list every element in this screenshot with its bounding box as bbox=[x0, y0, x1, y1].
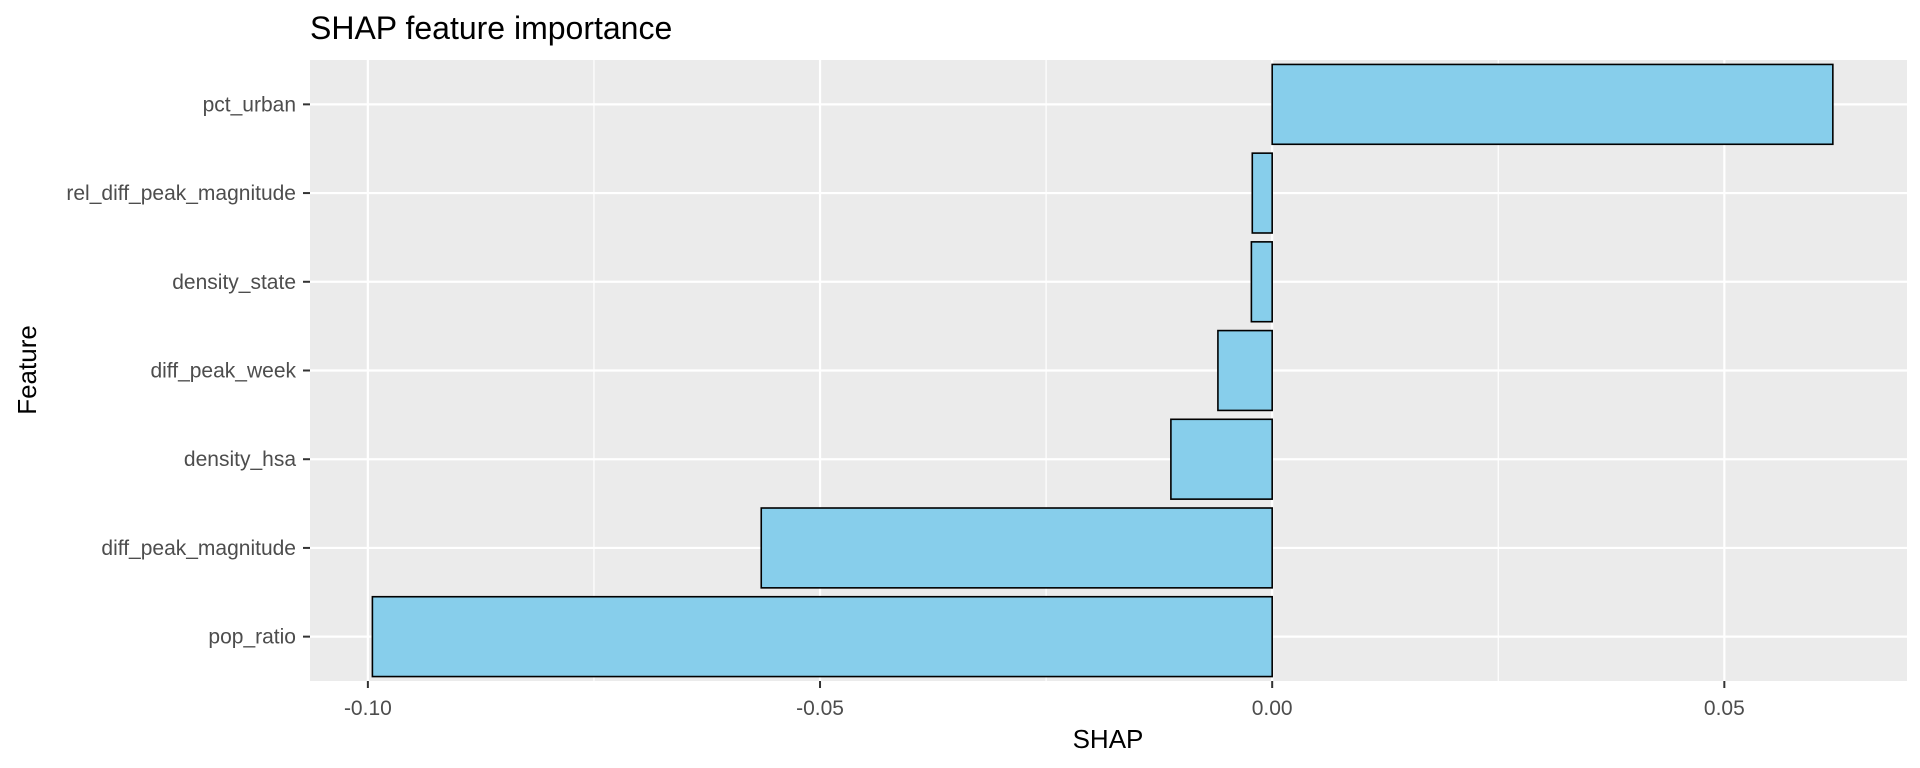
y-axis: pct_urban rel_diff_peak_magnitude density_… bbox=[66, 93, 310, 649]
y-tick-label: pct_urban bbox=[203, 93, 296, 116]
y-tick-label: rel_diff_peak_magnitude bbox=[66, 182, 296, 205]
bar-rel-diff-peak-magnitude bbox=[1251, 152, 1273, 234]
bar-density-state bbox=[1250, 241, 1273, 323]
x-axis-title: SHAP bbox=[1073, 724, 1144, 754]
bars bbox=[371, 63, 1834, 678]
bar-diff-peak-week bbox=[1217, 329, 1273, 412]
y-tick-label: density_state bbox=[172, 271, 296, 294]
bar-pop-ratio bbox=[371, 595, 1273, 678]
x-tick-label: 0.05 bbox=[1704, 697, 1745, 720]
y-tick-label: diff_peak_magnitude bbox=[101, 537, 296, 560]
x-axis: -0.10 -0.05 0.00 0.05 bbox=[344, 681, 1745, 720]
y-tick-label: pop_ratio bbox=[208, 626, 296, 649]
x-tick-label: -0.05 bbox=[796, 697, 844, 720]
y-tick-label: density_hsa bbox=[184, 448, 296, 471]
y-axis-title: Feature bbox=[12, 325, 42, 415]
bar-pct-urban bbox=[1271, 63, 1834, 146]
chart-title: SHAP feature importance bbox=[310, 10, 672, 46]
x-tick-label: -0.10 bbox=[344, 697, 392, 720]
bar-diff-peak-magnitude bbox=[760, 507, 1273, 589]
y-tick-label: diff_peak_week bbox=[150, 360, 296, 383]
x-tick-label: 0.00 bbox=[1252, 697, 1293, 720]
bar-density-hsa bbox=[1170, 418, 1273, 500]
